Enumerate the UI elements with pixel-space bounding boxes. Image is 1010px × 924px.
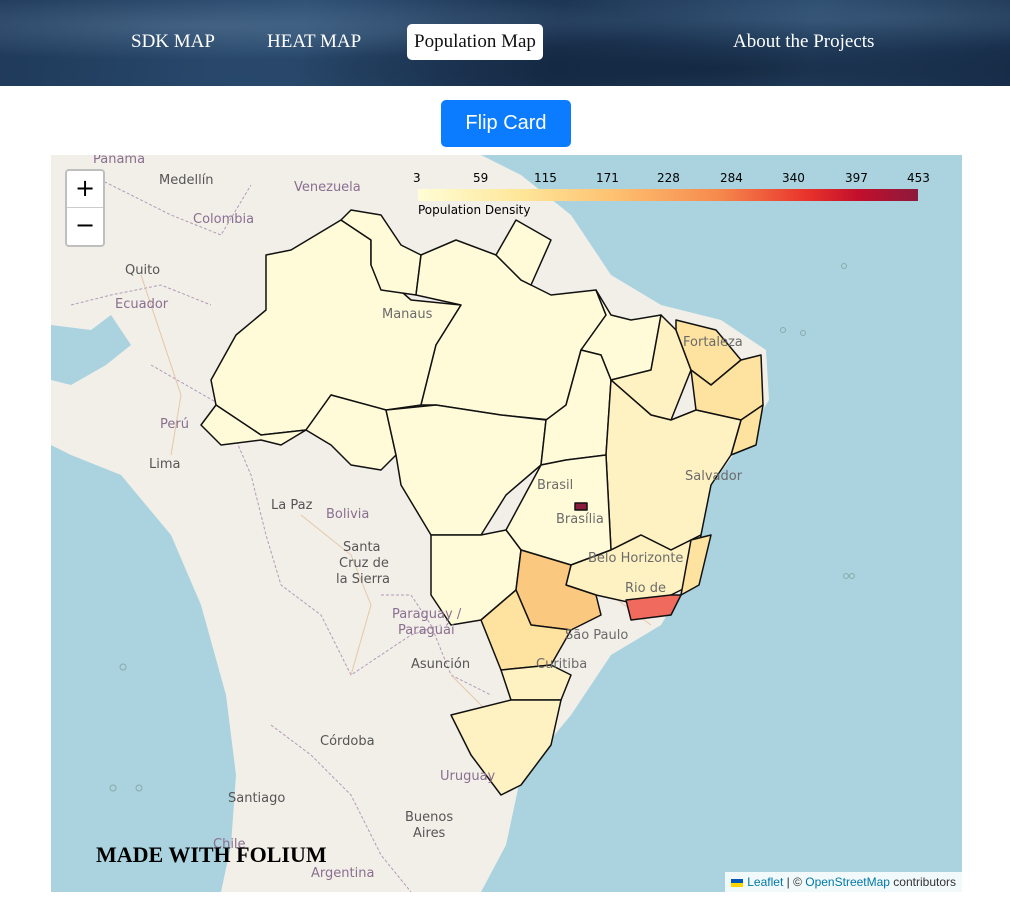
legend-color-bar [418,189,918,201]
label-peru: Perú [160,417,189,432]
label-panama: Panama [93,155,145,167]
label-santiago: Santiago [228,791,285,806]
brazil-states[interactable] [200,209,764,796]
label-sao-paulo: São Paulo [565,628,628,643]
leaflet-link[interactable]: Leaflet [747,875,784,889]
label-chile: Chile [213,837,246,852]
label-brasilia: Brasília [556,512,604,527]
state-distrito-federal [574,502,588,511]
nav-about-projects[interactable]: About the Projects [733,31,875,52]
label-colombia: Colombia [193,212,254,227]
legend-tick: 115 [534,171,557,185]
state-espirito-santo [680,534,712,596]
label-salvador: Salvador [685,469,743,484]
legend-caption: Population Density [418,203,531,217]
label-la-paz: La Paz [271,498,313,513]
ukraine-flag-icon [731,879,744,887]
population-density-legend: 3 59 115 171 228 284 340 397 453 Populat… [411,165,931,220]
zoom-in-button[interactable]: + [67,171,103,208]
map-tiles[interactable]: Panama Medellín Venezuela Colombia Quito… [51,155,962,892]
label-la-sierra: la Sierra [336,572,390,587]
attribution-separator: | © [783,875,806,889]
label-brasil: Brasil [537,478,573,493]
legend-tick: 3 [413,171,421,185]
state-mato-grosso [385,404,547,536]
label-paraguay: Paraguay / [392,607,462,622]
nav-sdk-map[interactable]: SDK MAP [131,31,215,52]
osm-link[interactable]: OpenStreetMap [805,875,890,889]
legend-tick: 340 [782,171,805,185]
flip-card-button[interactable]: Flip Card [441,100,571,147]
label-aires: Aires [413,826,446,841]
label-argentina: Argentina [311,866,374,881]
label-bolivia: Bolivia [326,507,369,522]
map-labels: Panama Medellín Venezuela Colombia Quito… [93,155,743,881]
label-uruguay: Uruguay [440,769,496,784]
attribution-suffix: contributors [889,875,956,889]
label-belo-horizonte: Belo Horizonte [588,551,683,566]
label-manaus: Manaus [382,307,433,322]
label-buenos: Buenos [405,810,453,825]
state-rio-de-janeiro [625,594,682,621]
label-paraguai: Paraguái [398,623,455,638]
label-medellin: Medellín [159,173,214,188]
label-asuncion: Asunción [411,657,470,672]
legend-tick: 171 [596,171,619,185]
label-lima: Lima [149,457,180,472]
label-santa: Santa [343,540,381,555]
zoom-control: + − [65,169,105,247]
zoom-out-button[interactable]: − [74,211,96,239]
folium-watermark: MADE WITH FOLIUM [96,842,327,867]
map-attribution: Leaflet | © OpenStreetMap contributors [725,872,962,892]
label-cruz-de: Cruz de [339,556,389,571]
label-venezuela: Venezuela [294,180,361,195]
label-cordoba: Córdoba [320,734,375,749]
state-amapa [495,219,552,286]
top-navbar: SDK MAP HEAT MAP Population Map About th… [0,0,1010,86]
label-fortaleza: Fortaleza [683,335,743,350]
label-rio-de: Rio de [625,581,666,596]
legend-tick: 228 [657,171,680,185]
nav-heat-map[interactable]: HEAT MAP [267,31,362,52]
state-santa-catarina [500,664,572,701]
nav-population-map[interactable]: Population Map [407,24,543,60]
label-quito: Quito [125,263,160,278]
population-map[interactable]: Panama Medellín Venezuela Colombia Quito… [51,155,962,892]
state-acre [200,404,307,446]
legend-tick: 59 [473,171,489,185]
label-ecuador: Ecuador [115,297,169,312]
legend-tick: 284 [720,171,743,185]
state-rio-grande-sul [450,699,562,796]
legend-tick: 453 [907,171,930,185]
legend-tick: 397 [845,171,868,185]
label-curitiba: Curitiba [536,657,587,672]
